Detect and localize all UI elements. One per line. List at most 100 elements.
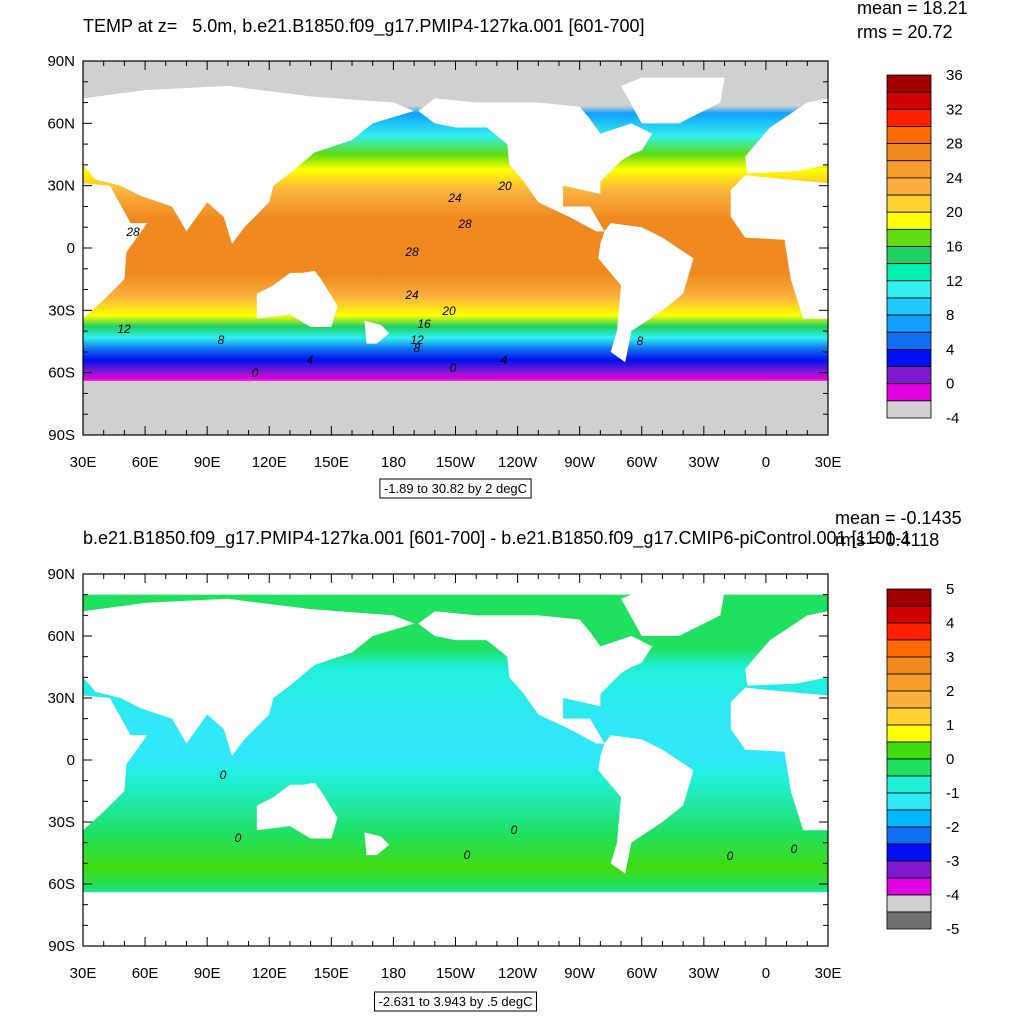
land — [745, 98, 828, 174]
contour-label: 20 — [497, 179, 512, 193]
colorbar-label: -4 — [946, 887, 959, 904]
contour-label: 0 — [235, 831, 242, 845]
colorbar-box — [886, 673, 932, 692]
colorbar-box — [886, 741, 932, 760]
contour-label: 8 — [414, 341, 421, 355]
colorbar-label: -2 — [946, 819, 959, 836]
stat: mean = -0.1435 — [835, 508, 962, 528]
contour-label: 8 — [637, 334, 644, 348]
contour-label: 16 — [417, 317, 431, 331]
lon-label: 120W — [498, 454, 538, 471]
colorbar-label: 0 — [946, 751, 954, 768]
colorbar-box — [886, 194, 932, 213]
colorbar-label: 24 — [946, 170, 963, 187]
land — [598, 735, 694, 874]
land — [745, 611, 828, 686]
colorbar-box — [886, 588, 932, 607]
colorbar-box — [886, 894, 932, 913]
contour-label: 4 — [307, 353, 314, 367]
colorbar-box — [886, 263, 932, 282]
land — [256, 782, 338, 839]
contour-info: -2.631 to 3.943 by .5 degC — [379, 994, 533, 1009]
land — [418, 611, 653, 744]
colorbar-box — [886, 826, 932, 845]
lon-label: 180 — [381, 965, 406, 982]
colorbar-box — [886, 280, 932, 299]
lat-label: 0 — [67, 752, 75, 769]
colorbar-label: 1 — [946, 717, 954, 734]
land — [83, 598, 415, 756]
lat-label: 90S — [48, 938, 75, 955]
colorbar-label: 28 — [946, 136, 963, 153]
contour-label: 0 — [450, 361, 457, 375]
land — [621, 590, 725, 636]
contour-label: 12 — [410, 333, 424, 347]
land — [83, 85, 415, 244]
panel-title: TEMP at z= 5.0m, b.e21.B1850.f09_g17.PMI… — [83, 16, 645, 37]
lon-label: 60W — [626, 965, 658, 982]
lat-label: 0 — [67, 240, 75, 257]
lon-label: 60E — [132, 454, 159, 471]
land — [418, 98, 653, 232]
map — [0, 61, 828, 435]
land — [0, 98, 83, 173]
colorbar-box — [886, 211, 932, 230]
lat-label: 30S — [48, 814, 75, 831]
land — [83, 695, 148, 831]
contour-label: 8 — [218, 333, 225, 347]
contour-label: 20 — [441, 304, 456, 318]
info-box — [379, 478, 532, 499]
colorbar-box — [886, 843, 932, 862]
colorbar-box — [886, 605, 932, 624]
lon-label: 120E — [252, 965, 287, 982]
map — [83, 574, 828, 946]
colorbar-box — [886, 656, 932, 675]
lat-label: 60N — [47, 628, 75, 645]
colorbar-box — [886, 809, 932, 828]
lon-label: 0 — [762, 965, 770, 982]
colorbar-label: -1 — [946, 785, 959, 802]
contour-label: 0 — [791, 842, 798, 856]
colorbar-label: 32 — [946, 101, 963, 118]
lon-label: 90W — [564, 454, 596, 471]
land — [730, 687, 828, 831]
contour-label: 0 — [727, 849, 734, 863]
stat: rms = 20.72 — [857, 22, 953, 42]
colorbar-box — [886, 108, 932, 127]
lon-label: 150W — [436, 965, 476, 982]
colorbar-box — [886, 639, 932, 658]
panel-title: b.e21.B1850.f09_g17.PMIP4-127ka.001 [601… — [83, 528, 911, 549]
lat-label: 30S — [48, 302, 75, 319]
land — [256, 270, 338, 327]
colorbar-box — [886, 724, 932, 743]
contour-label: 28 — [125, 225, 140, 239]
colorbar-label: 4 — [946, 615, 954, 632]
colorbar-label: 12 — [946, 273, 963, 290]
land — [621, 77, 725, 124]
colorbar-box — [886, 143, 932, 162]
lon-label: 30E — [70, 965, 97, 982]
land — [598, 223, 694, 363]
colorbar-box — [886, 177, 932, 196]
lon-label: 150E — [314, 454, 349, 471]
colorbar-label: 4 — [946, 341, 954, 358]
colorbar-box — [886, 331, 932, 350]
lon-label: 90E — [194, 965, 221, 982]
colorbar-box — [886, 860, 932, 879]
colorbar-box — [886, 622, 932, 641]
colorbar-box — [886, 383, 932, 402]
colorbar-box — [886, 246, 932, 265]
contour-label: 28 — [404, 245, 419, 259]
lon-label: 90W — [564, 965, 596, 982]
contour-label: 4 — [501, 353, 508, 367]
colorbar-label: 0 — [946, 376, 954, 393]
stat: rms = 0.4118 — [835, 530, 939, 550]
contour-label: 24 — [447, 191, 462, 205]
lon-label: 30E — [815, 454, 842, 471]
colorbar-box — [886, 366, 932, 385]
contour-label: 0 — [220, 768, 227, 782]
land — [83, 183, 148, 319]
contour-label: 0 — [511, 823, 518, 837]
lon-label: 150E — [314, 965, 349, 982]
